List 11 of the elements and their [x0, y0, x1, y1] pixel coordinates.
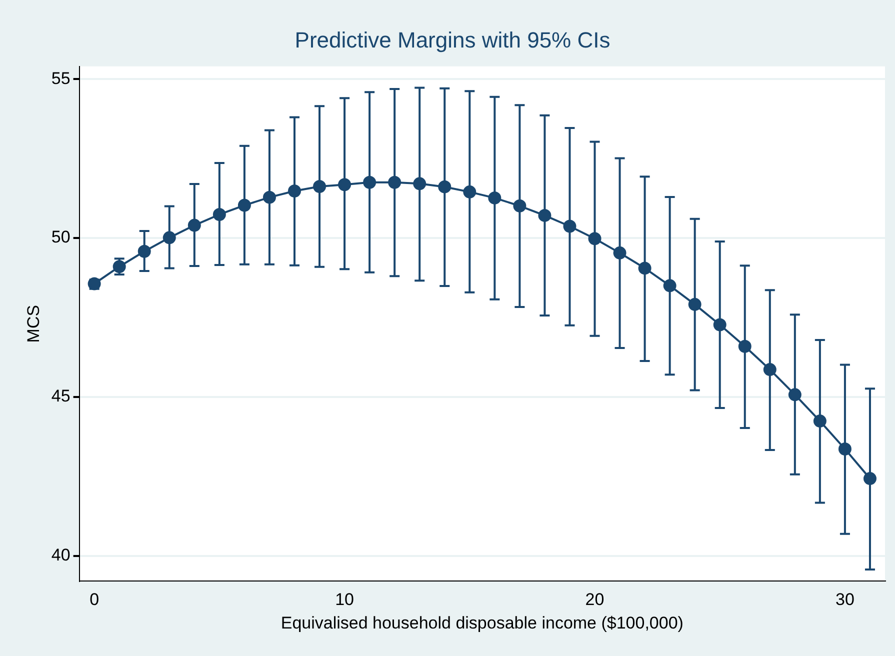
y-tick-label: 40 [51, 545, 70, 564]
y-axis-title: MCS [24, 304, 43, 343]
x-tick-label: 0 [90, 590, 100, 610]
y-tick-label: 45 [51, 386, 70, 406]
y-tick-label: 50 [51, 228, 70, 247]
x-axis-title: Equivalised household disposable income ($100,000) [280, 613, 684, 632]
y-tick-label: 55 [51, 68, 70, 88]
x-tick-label: 10 [335, 590, 354, 610]
x-tick-label: 30 [836, 590, 854, 610]
x-tick-label: 20 [585, 590, 604, 610]
chart-title: Predictive Margins with 95% CIs [294, 27, 610, 52]
